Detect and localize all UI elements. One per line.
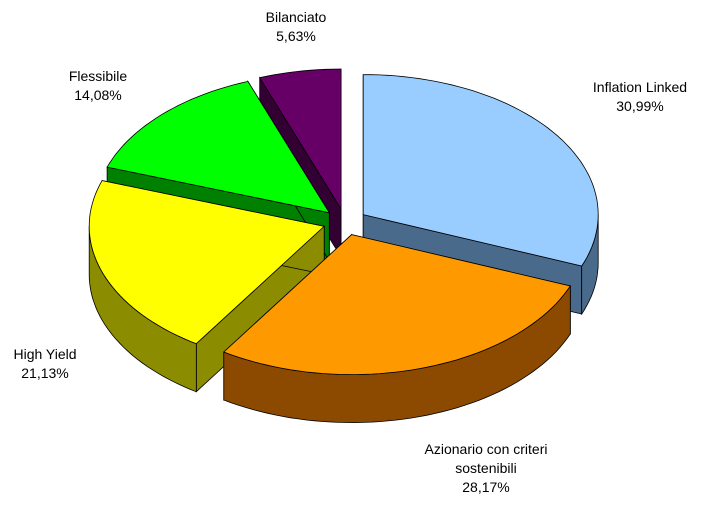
category-label: Flessibile (68, 68, 128, 84)
slice (223, 233, 571, 424)
data-label: Flessibile 14,08% (8, 67, 188, 105)
data-label: High Yield 21,13% (0, 345, 135, 383)
data-label: Azionario con criteri sostenibili 28,17% (386, 440, 586, 497)
category-label: High Yield (13, 346, 77, 362)
value-label: 14,08% (74, 87, 122, 103)
category-label: Azionario con criteri sostenibili (424, 441, 548, 476)
category-label: Bilanciato (265, 9, 327, 25)
slice-top (259, 68, 342, 211)
slice-top (362, 74, 599, 267)
slice-top (223, 234, 571, 376)
value-label: 21,13% (21, 365, 69, 381)
data-label: Inflation Linked 30,99% (550, 78, 717, 116)
value-label: 28,17% (462, 479, 510, 495)
value-label: 30,99% (616, 98, 664, 114)
slice-top (106, 80, 331, 214)
slice-top (88, 180, 326, 345)
data-label: Bilanciato 5,63% (206, 8, 386, 46)
category-label: Inflation Linked (592, 79, 688, 95)
value-label: 5,63% (276, 28, 316, 44)
